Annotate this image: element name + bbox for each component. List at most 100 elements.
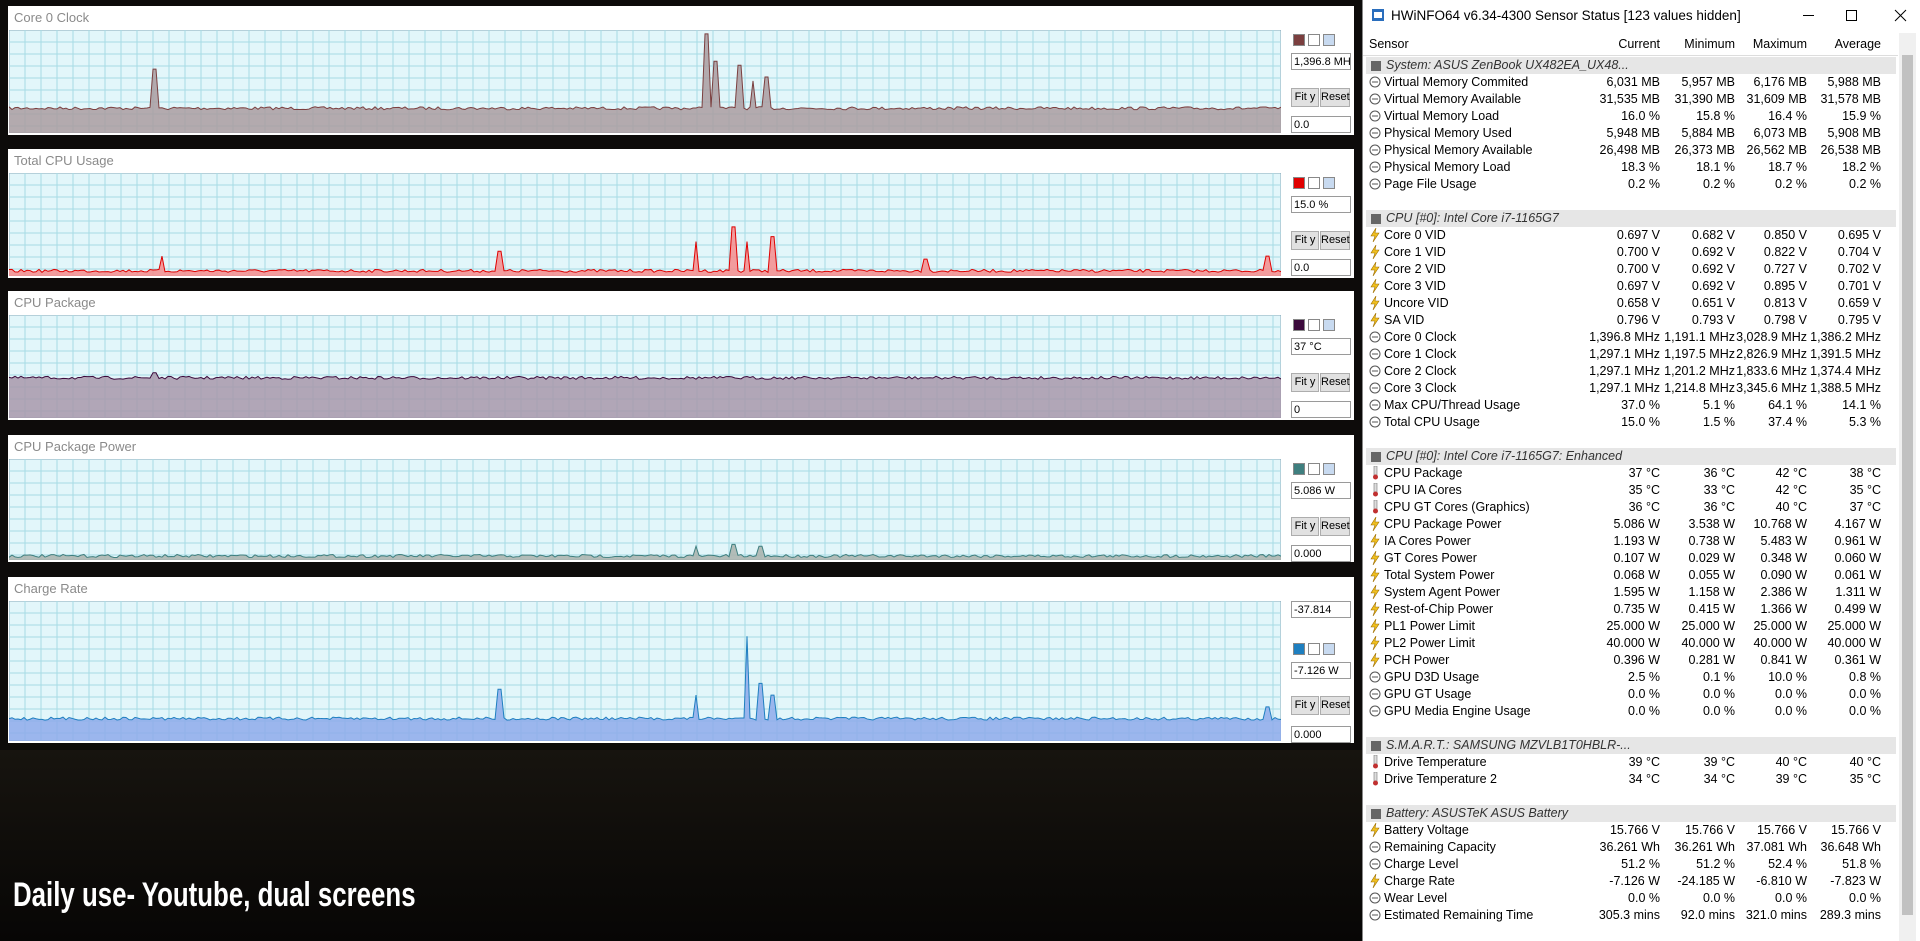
sensor-value[interactable]: 3,345.6 MHz	[1736, 381, 1807, 395]
sensor-label[interactable]: Core 0 VID	[1384, 228, 1446, 242]
sensor-value[interactable]: 6,031 MB	[1606, 75, 1660, 89]
sensor-value[interactable]: 35 °C	[1849, 772, 1881, 786]
color-swatch[interactable]	[1293, 177, 1305, 189]
sensor-value[interactable]: 16.0 %	[1621, 109, 1660, 123]
section-name[interactable]: Battery: ASUSTeK ASUS Battery	[1386, 806, 1569, 820]
sensor-value[interactable]: 3,028.9 MHz	[1736, 330, 1807, 344]
sensor-value[interactable]: 36 °C	[1703, 500, 1735, 514]
fit-button[interactable]: Fit y	[1291, 517, 1319, 536]
color-swatch[interactable]	[1323, 319, 1335, 331]
sensor-value[interactable]: 39 °C	[1703, 755, 1735, 769]
sensor-value[interactable]: 18.3 %	[1621, 160, 1660, 174]
sensor-value[interactable]: 1.193 W	[1613, 534, 1660, 548]
sensor-value[interactable]: 0.727 V	[1763, 262, 1807, 276]
sensor-value[interactable]: 26,373 MB	[1674, 143, 1735, 157]
sensor-value[interactable]: 0.651 V	[1691, 296, 1735, 310]
sensor-value[interactable]: 51.8 %	[1842, 857, 1881, 871]
sensor-value[interactable]: 37 °C	[1628, 466, 1660, 480]
sensor-value[interactable]: 0.0 %	[1775, 704, 1807, 718]
sensor-value[interactable]: 0.701 V	[1837, 279, 1881, 293]
sensor-value[interactable]: -7.823 W	[1830, 874, 1881, 888]
sensor-value[interactable]: 0.0 %	[1775, 891, 1807, 905]
sensor-value[interactable]: 40.000 W	[1827, 636, 1881, 650]
sensor-value[interactable]: 10.768 W	[1753, 517, 1807, 531]
sensor-value[interactable]: 0.798 V	[1763, 313, 1807, 327]
fit-button[interactable]: Fit y	[1291, 231, 1319, 250]
sensor-value[interactable]: 2.386 W	[1760, 585, 1807, 599]
color-swatch[interactable]	[1308, 34, 1320, 46]
sensor-value[interactable]: 40.000 W	[1753, 636, 1807, 650]
sensor-label[interactable]: Physical Memory Load	[1384, 160, 1511, 174]
fit-button[interactable]: Fit y	[1291, 696, 1319, 715]
column-header[interactable]: Average	[1834, 37, 1881, 51]
close[interactable]	[1894, 9, 1907, 22]
sensor-value[interactable]: -7.126 W	[1609, 874, 1660, 888]
sensor-label[interactable]: CPU Package	[1384, 466, 1463, 480]
sensor-label[interactable]: Drive Temperature	[1384, 755, 1487, 769]
sensor-label[interactable]: Total CPU Usage	[1384, 415, 1480, 429]
sensor-value[interactable]: 0.850 V	[1763, 228, 1807, 242]
sensor-value[interactable]: 0.822 V	[1763, 245, 1807, 259]
sensor-value[interactable]: 51.2 %	[1696, 857, 1735, 871]
sensor-value[interactable]: 25.000 W	[1606, 619, 1660, 633]
sensor-value[interactable]: 42 °C	[1775, 466, 1807, 480]
sensor-value[interactable]: 92.0 mins	[1680, 908, 1735, 922]
sensor-value[interactable]: 31,609 MB	[1746, 92, 1807, 106]
sensor-label[interactable]: Rest-of-Chip Power	[1384, 602, 1494, 616]
column-header[interactable]: Maximum	[1752, 37, 1807, 51]
sensor-value[interactable]: 31,578 MB	[1820, 92, 1881, 106]
sensor-label[interactable]: GPU Media Engine Usage	[1384, 704, 1531, 718]
sensor-value[interactable]: 1.311 W	[1835, 585, 1881, 599]
sensor-value[interactable]: 0.813 V	[1763, 296, 1807, 310]
column-header[interactable]: Sensor	[1369, 37, 1409, 51]
sensor-value[interactable]: 52.4 %	[1768, 857, 1807, 871]
sensor-value[interactable]: 289.3 mins	[1819, 908, 1881, 922]
sensor-value[interactable]: 40 °C	[1775, 755, 1807, 769]
sensor-value[interactable]: 64.1 %	[1768, 398, 1807, 412]
sensor-value[interactable]: 39 °C	[1628, 755, 1660, 769]
sensor-value[interactable]: 0.738 W	[1688, 534, 1735, 548]
sensor-value[interactable]: 37.081 Wh	[1746, 840, 1807, 854]
sensor-value[interactable]: 1,297.1 MHz	[1589, 347, 1660, 361]
sensor-value[interactable]: 0.793 V	[1691, 313, 1735, 327]
sensor-value[interactable]: 0.0 %	[1628, 687, 1660, 701]
sensor-value[interactable]: 321.0 mins	[1745, 908, 1807, 922]
sensor-value[interactable]: 18.7 %	[1768, 160, 1807, 174]
color-swatch[interactable]	[1323, 34, 1335, 46]
sensor-value[interactable]: 0.499 W	[1834, 602, 1881, 616]
section-name[interactable]: S.M.A.R.T.: SAMSUNG MZVLB1T0HBLR-...	[1386, 738, 1631, 752]
sensor-value[interactable]: 5.3 %	[1849, 415, 1881, 429]
sensor-value[interactable]: 0.682 V	[1691, 228, 1735, 242]
sensor-value[interactable]: 0.0 %	[1849, 704, 1881, 718]
sensor-value[interactable]: 0.060 W	[1834, 551, 1881, 565]
sensor-label[interactable]: Page File Usage	[1384, 177, 1477, 191]
sensor-label[interactable]: GPU D3D Usage	[1384, 670, 1480, 684]
sensor-label[interactable]: Core 3 VID	[1384, 279, 1446, 293]
sensor-label[interactable]: Max CPU/Thread Usage	[1384, 398, 1521, 412]
sensor-value[interactable]: 36 °C	[1703, 466, 1735, 480]
maximize[interactable]	[1846, 10, 1857, 21]
sensor-value[interactable]: 5.086 W	[1613, 517, 1660, 531]
sensor-value[interactable]: 0.659 V	[1837, 296, 1881, 310]
sensor-label[interactable]: Estimated Remaining Time	[1384, 908, 1534, 922]
sensor-value[interactable]: 18.2 %	[1842, 160, 1881, 174]
sensor-value[interactable]: 0.281 W	[1688, 653, 1735, 667]
reset-button[interactable]: Reset	[1320, 373, 1350, 392]
sensor-value[interactable]: 0.0 %	[1849, 687, 1881, 701]
sensor-value[interactable]: 0.695 V	[1837, 228, 1881, 242]
sensor-label[interactable]: Core 2 VID	[1384, 262, 1446, 276]
color-swatch[interactable]	[1293, 463, 1305, 475]
sensor-value[interactable]: 0.692 V	[1691, 262, 1735, 276]
sensor-value[interactable]: 0.361 W	[1834, 653, 1881, 667]
sensor-label[interactable]: Total System Power	[1384, 568, 1495, 582]
sensor-label[interactable]: CPU IA Cores	[1384, 483, 1462, 497]
sensor-label[interactable]: CPU Package Power	[1384, 517, 1502, 531]
sensor-value[interactable]: -6.810 W	[1756, 874, 1807, 888]
sensor-label[interactable]: Core 0 Clock	[1384, 330, 1457, 344]
sensor-value[interactable]: 40.000 W	[1681, 636, 1735, 650]
sensor-value[interactable]: 0.697 V	[1616, 279, 1660, 293]
sensor-value[interactable]: 42 °C	[1775, 483, 1807, 497]
sensor-value[interactable]: 0.8 %	[1849, 670, 1881, 684]
sensor-value[interactable]: 34 °C	[1628, 772, 1660, 786]
sensor-value[interactable]: 1,374.4 MHz	[1810, 364, 1881, 378]
